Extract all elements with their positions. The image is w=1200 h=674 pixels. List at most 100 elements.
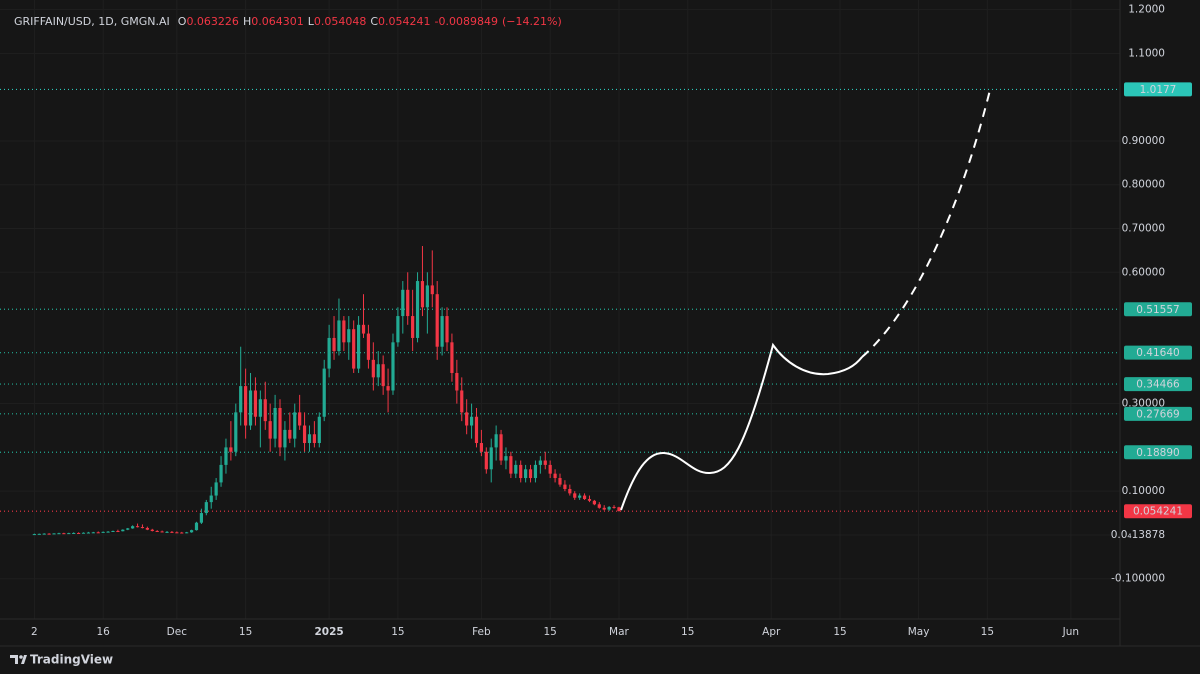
readout-value: 0.063226 — [186, 15, 239, 28]
y-tick-label: 0.10000 — [1122, 485, 1165, 497]
candle-body — [519, 464, 523, 479]
candle-body — [32, 534, 36, 536]
candle-body — [347, 329, 351, 343]
candle-body — [62, 533, 66, 535]
candle-body — [440, 316, 444, 347]
candle-body — [101, 531, 105, 533]
change-percent: (−14.21%) — [502, 15, 562, 28]
level-label: 0.41640 — [1136, 347, 1179, 359]
candle-body — [563, 484, 567, 489]
candle-body — [258, 399, 262, 417]
x-tick-label: 15 — [239, 626, 252, 638]
x-tick-label: May — [908, 626, 930, 638]
candle-body — [484, 451, 488, 470]
candle-body — [460, 390, 464, 413]
candle-body — [332, 337, 336, 352]
candle-body — [548, 464, 552, 474]
candle-body — [165, 531, 169, 533]
candle-body — [386, 386, 390, 391]
candle-body — [189, 530, 194, 533]
candle-body — [352, 329, 356, 369]
candle-body — [479, 443, 484, 452]
candle-body — [273, 407, 277, 439]
candle-body — [420, 281, 425, 308]
candle-body — [381, 364, 385, 387]
x-tick-label: Mar — [609, 626, 629, 638]
candle-body — [219, 464, 223, 483]
candle-body — [587, 499, 592, 501]
candle-body — [288, 429, 292, 439]
candle-body — [317, 416, 321, 444]
candle-body — [371, 359, 375, 378]
candle-body — [298, 412, 302, 426]
candle-body — [96, 532, 100, 534]
candle-body — [111, 531, 115, 533]
readout-value: 0.054241 — [378, 15, 431, 28]
candle-body — [327, 337, 331, 369]
symbol: GRIFFAIN/USD, 1D, GMGN.AI — [14, 15, 170, 28]
candle-body — [204, 502, 208, 514]
candle-body — [268, 421, 272, 439]
projection-solid — [620, 342, 863, 511]
candle-body — [509, 456, 513, 474]
candle-body — [140, 527, 145, 529]
candle-body — [337, 320, 341, 352]
brand-name: TradingView — [30, 653, 113, 667]
candle-body — [244, 386, 248, 426]
x-tick-label: Jun — [1062, 626, 1079, 638]
candle-body — [568, 488, 572, 494]
candle-body — [396, 316, 400, 343]
candle-body — [391, 342, 395, 391]
x-tick-label: 2 — [31, 626, 38, 638]
readout-key: C — [370, 15, 378, 28]
candle-body — [307, 434, 312, 444]
grid — [0, 0, 1120, 619]
candle-body — [499, 434, 503, 461]
candle-body — [524, 469, 528, 479]
candle-body — [533, 464, 538, 479]
change: -0.0089849 — [435, 15, 498, 28]
candle-body — [135, 526, 140, 528]
candle-body — [592, 500, 596, 505]
readout-key: O — [178, 15, 187, 28]
level-badge — [1124, 445, 1192, 460]
candle-body — [302, 425, 307, 444]
candle-body — [86, 532, 91, 534]
x-tick-label: Feb — [472, 626, 491, 638]
candle-body — [194, 522, 199, 531]
candle-body — [52, 533, 56, 535]
header-readout: GRIFFAIN/USD, 1D, GMGN.AI O0.063226 H0.064… — [14, 15, 562, 28]
level-label: 0.34466 — [1136, 379, 1180, 391]
y-tick-label: 0.90000 — [1122, 135, 1165, 147]
x-tick-label: 15 — [833, 626, 846, 638]
level-badge — [1124, 302, 1192, 317]
candle-body — [131, 526, 135, 529]
candle-body — [199, 513, 204, 523]
candle-body — [489, 447, 493, 470]
candle-body — [253, 390, 258, 417]
candle-body — [278, 407, 282, 448]
readout-value: 0.054048 — [314, 15, 367, 28]
level-badge — [1124, 82, 1192, 97]
candle-body — [293, 412, 297, 439]
projection-dashed — [861, 89, 991, 358]
candle-body — [150, 529, 154, 532]
candle-body — [91, 532, 95, 534]
candle-body — [356, 324, 361, 369]
candle-body — [425, 285, 429, 308]
x-tick-label: 15 — [543, 626, 556, 638]
candle-body — [67, 533, 71, 535]
candle-body — [415, 281, 420, 338]
candle-body — [209, 495, 213, 503]
candle-body — [411, 316, 415, 338]
candle-body — [47, 533, 51, 535]
candle-body — [494, 434, 498, 448]
candle-body — [81, 532, 86, 534]
candle-body — [342, 320, 346, 343]
level-label: 0.27669 — [1136, 408, 1179, 420]
candle-body — [538, 460, 542, 465]
axes: 2 16 Dec 15 2025 15 Feb 15 Mar 15 Apr 15 May 15 Jun 1.2… — [31, 4, 1192, 638]
candle-body — [239, 386, 243, 413]
